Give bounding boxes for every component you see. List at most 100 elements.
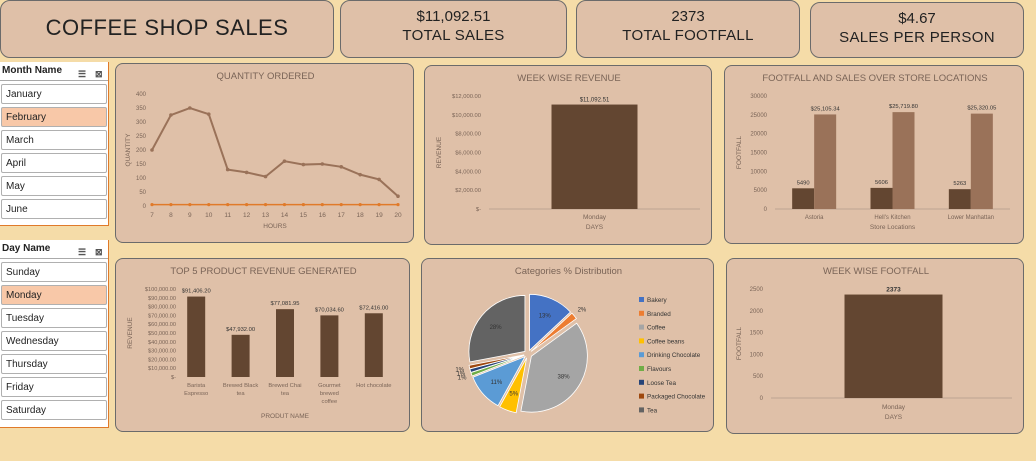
legend-label: Loose Tea bbox=[647, 380, 676, 387]
data-point bbox=[358, 203, 362, 207]
y-tick-label: $60,000.00 bbox=[148, 322, 176, 328]
month-slicer-item-february[interactable]: February bbox=[1, 107, 107, 127]
data-label: $91,406.20 bbox=[182, 289, 211, 295]
data-point bbox=[282, 159, 287, 163]
y-tick-label: 500 bbox=[753, 374, 764, 380]
line-series-0 bbox=[151, 106, 399, 197]
pie-slice-packaged-chocolate bbox=[468, 354, 525, 370]
bar-series0-1 bbox=[870, 187, 893, 209]
data-point bbox=[245, 203, 249, 207]
data-point bbox=[396, 203, 400, 207]
pie-slice-branded bbox=[530, 312, 577, 352]
legend-swatch bbox=[639, 297, 644, 302]
legend-swatch bbox=[639, 407, 644, 413]
month-slicer-item-march[interactable]: March bbox=[1, 130, 107, 150]
kpi-total-footfall: 2373 TOTAL FOOTFALL bbox=[576, 0, 800, 58]
day-slicer-item-monday[interactable]: Monday bbox=[1, 285, 107, 305]
y-tick-label: 250 bbox=[136, 134, 147, 140]
data-label: 1% bbox=[458, 376, 467, 382]
data-label: 5263 bbox=[953, 181, 966, 187]
month-slicer-items: January February March April May June bbox=[0, 84, 108, 219]
month-slicer-item-june[interactable]: June bbox=[1, 199, 107, 219]
data-label: $25,320.05 bbox=[967, 106, 996, 112]
clear-filter-icon[interactable]: ⊠ bbox=[95, 247, 103, 257]
categories-distribution-chart: Categories % Distribution 13% 2% 38% 5% 11% 1%… bbox=[455, 266, 706, 414]
kpi-total-sales-value: $11,092.51 bbox=[416, 8, 491, 25]
data-point bbox=[150, 203, 154, 207]
data-label: 5606 bbox=[875, 180, 888, 186]
day-slicer-item-saturday[interactable]: Saturday bbox=[1, 400, 107, 420]
data-point bbox=[207, 203, 211, 207]
y-tick-label: 20000 bbox=[750, 132, 767, 138]
y-tick-label: 0 bbox=[143, 204, 147, 210]
data-point bbox=[339, 203, 343, 207]
x-tick-label: 19 bbox=[375, 212, 383, 219]
month-slicer-item-april[interactable]: April bbox=[1, 153, 107, 173]
data-label: $70,034.60 bbox=[315, 307, 344, 313]
data-label: 28% bbox=[490, 325, 503, 331]
x-tick-label: 7 bbox=[150, 212, 154, 219]
week-wise-revenue-chart: WEEK WISE REVENUE $- $2,000.00 $4,000.00 $6,… bbox=[436, 73, 700, 231]
y-tick-label: $100,000.00 bbox=[145, 287, 176, 293]
month-slicer-item-may[interactable]: May bbox=[1, 176, 107, 196]
legend-swatch bbox=[639, 352, 644, 358]
y-tick-label: $10,000.00 bbox=[148, 366, 176, 372]
x-tick-label: 12 bbox=[243, 212, 251, 219]
multi-select-icon[interactable]: ☰ bbox=[78, 247, 87, 257]
bar-product-0 bbox=[187, 296, 206, 377]
pie-slice-tea bbox=[468, 295, 526, 363]
bar-product-1 bbox=[231, 334, 250, 377]
quantity-ordered-chart: QUANTITY ORDERED 0 50 100 150 200 250 300 350 400… bbox=[125, 71, 402, 230]
y-tick-label: 15000 bbox=[750, 151, 767, 157]
y-tick-label: $6,000.00 bbox=[455, 151, 481, 157]
x-tick-label: Lower Manhattan bbox=[948, 215, 994, 221]
x-axis-label: HOURS bbox=[263, 223, 287, 230]
week-wise-footfall-panel: WEEK WISE FOOTFALL 0 500 1000 1500 2000 2500 23… bbox=[726, 258, 1024, 434]
y-tick-label: 25000 bbox=[750, 113, 767, 119]
day-slicer-item-sunday[interactable]: Sunday bbox=[1, 262, 107, 282]
data-point bbox=[263, 203, 268, 207]
bar-series0-0 bbox=[792, 188, 815, 209]
y-tick-label: $12,000.00 bbox=[452, 94, 481, 100]
legend-label: Coffee beans bbox=[647, 338, 684, 345]
x-tick-label: coffee bbox=[322, 399, 338, 405]
multi-select-icon[interactable]: ☰ bbox=[78, 69, 87, 79]
y-tick-label: 50 bbox=[139, 190, 146, 196]
legend-swatch bbox=[639, 393, 644, 399]
data-point bbox=[377, 177, 381, 182]
x-tick-label: 10 bbox=[205, 212, 213, 219]
y-tick-label: 2000 bbox=[750, 309, 764, 315]
month-slicer-title: Month Name bbox=[2, 65, 62, 76]
data-label: $77,081.95 bbox=[270, 301, 299, 307]
data-label: 2373 bbox=[886, 287, 901, 294]
y-tick-label: $90,000.00 bbox=[148, 296, 176, 302]
day-slicer-items: Sunday Monday Tuesday Wednesday Thursday Frid… bbox=[0, 262, 108, 420]
day-slicer-item-friday[interactable]: Friday bbox=[1, 377, 107, 397]
legend-swatch bbox=[639, 310, 644, 316]
y-tick-label: 200 bbox=[136, 148, 147, 154]
day-slicer-item-wednesday[interactable]: Wednesday bbox=[1, 331, 107, 351]
y-axis-label: REVENUE bbox=[436, 136, 443, 168]
data-label: 11% bbox=[491, 380, 503, 386]
legend-swatch bbox=[639, 366, 644, 371]
footfall-sales-locations-panel: FOOTFALL AND SALES OVER STORE LOCATIONS 0… bbox=[724, 65, 1024, 244]
day-slicer-item-thursday[interactable]: Thursday bbox=[1, 354, 107, 374]
x-tick-label: Gourmet bbox=[318, 383, 341, 389]
data-point bbox=[244, 170, 249, 175]
legend-swatch bbox=[639, 379, 644, 385]
pie-slice-drinking-chocolate bbox=[472, 355, 526, 407]
clear-filter-icon[interactable]: ⊠ bbox=[95, 69, 103, 79]
y-tick-label: $20,000.00 bbox=[148, 357, 176, 363]
month-slicer: Month Name ☰ ⊠ January February March April… bbox=[0, 62, 109, 226]
month-slicer-item-january[interactable]: January bbox=[1, 84, 107, 104]
x-tick-label: 15 bbox=[300, 212, 308, 219]
day-slicer-item-tuesday[interactable]: Tuesday bbox=[1, 308, 107, 328]
week-wise-footfall-chart: WEEK WISE FOOTFALL 0 500 1000 1500 2000 2500 23… bbox=[736, 266, 1012, 421]
data-point bbox=[150, 148, 154, 152]
kpi-total-sales: $11,092.51 TOTAL SALES bbox=[340, 0, 567, 58]
day-slicer-header: Day Name ☰ ⊠ bbox=[0, 240, 108, 259]
bar-monday bbox=[844, 294, 943, 398]
y-tick-label: $10,000.00 bbox=[452, 113, 481, 119]
legend-label: Packaged Chocolate bbox=[647, 394, 706, 401]
data-label: 38% bbox=[558, 375, 571, 381]
